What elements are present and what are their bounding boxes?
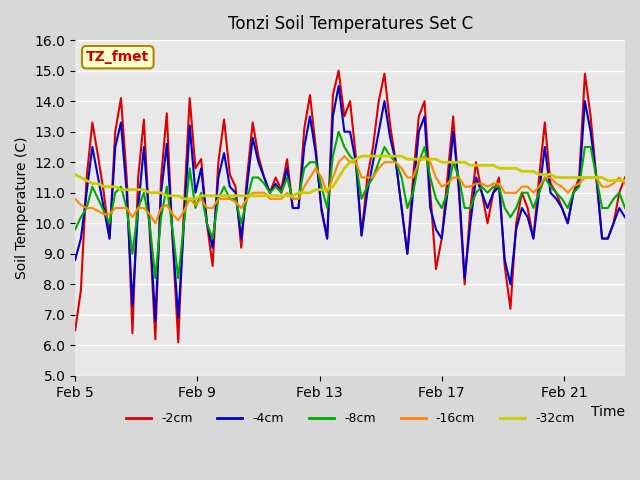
-32cm	[507, 166, 515, 171]
-4cm	[88, 144, 96, 150]
-16cm	[398, 166, 406, 171]
-8cm	[398, 175, 406, 180]
-8cm	[220, 184, 228, 190]
-16cm	[220, 196, 228, 202]
-16cm	[507, 190, 515, 196]
-8cm	[335, 129, 342, 134]
-8cm	[358, 196, 365, 202]
-16cm	[358, 175, 365, 180]
Line: -8cm: -8cm	[75, 132, 625, 278]
Text: TZ_fmet: TZ_fmet	[86, 50, 149, 64]
Line: -16cm: -16cm	[75, 156, 625, 223]
-2cm	[507, 306, 515, 312]
-16cm	[111, 205, 119, 211]
Legend: -2cm, -4cm, -8cm, -16cm, -32cm: -2cm, -4cm, -8cm, -16cm, -32cm	[121, 407, 579, 430]
-2cm	[358, 233, 365, 239]
-32cm	[358, 153, 365, 159]
-4cm	[111, 144, 119, 150]
-2cm	[111, 129, 119, 134]
-2cm	[621, 175, 629, 180]
-2cm	[71, 327, 79, 333]
Line: -2cm: -2cm	[75, 71, 625, 342]
Y-axis label: Soil Temperature (C): Soil Temperature (C)	[15, 137, 29, 279]
-16cm	[71, 196, 79, 202]
-32cm	[621, 178, 629, 183]
-4cm	[220, 150, 228, 156]
-32cm	[71, 171, 79, 177]
-4cm	[358, 233, 365, 239]
-16cm	[340, 153, 348, 159]
-8cm	[111, 190, 119, 196]
-32cm	[111, 184, 119, 190]
-32cm	[352, 156, 360, 162]
Line: -4cm: -4cm	[75, 86, 625, 321]
Title: Tonzi Soil Temperatures Set C: Tonzi Soil Temperatures Set C	[227, 15, 472, 33]
-8cm	[152, 276, 159, 281]
-32cm	[220, 193, 228, 199]
-4cm	[71, 257, 79, 263]
-16cm	[88, 205, 96, 211]
-16cm	[621, 180, 629, 186]
-16cm	[152, 220, 159, 226]
-2cm	[88, 120, 96, 125]
-2cm	[335, 68, 342, 73]
-32cm	[180, 196, 188, 202]
-4cm	[152, 318, 159, 324]
-4cm	[507, 281, 515, 287]
X-axis label: Time: Time	[591, 405, 625, 419]
-8cm	[507, 214, 515, 220]
-2cm	[175, 339, 182, 345]
-8cm	[88, 184, 96, 190]
-4cm	[621, 214, 629, 220]
-2cm	[398, 205, 406, 211]
-2cm	[220, 117, 228, 122]
Line: -32cm: -32cm	[75, 156, 625, 199]
-8cm	[71, 227, 79, 232]
-4cm	[398, 205, 406, 211]
-8cm	[621, 205, 629, 211]
-32cm	[398, 153, 406, 159]
-4cm	[335, 83, 342, 89]
-32cm	[88, 180, 96, 186]
